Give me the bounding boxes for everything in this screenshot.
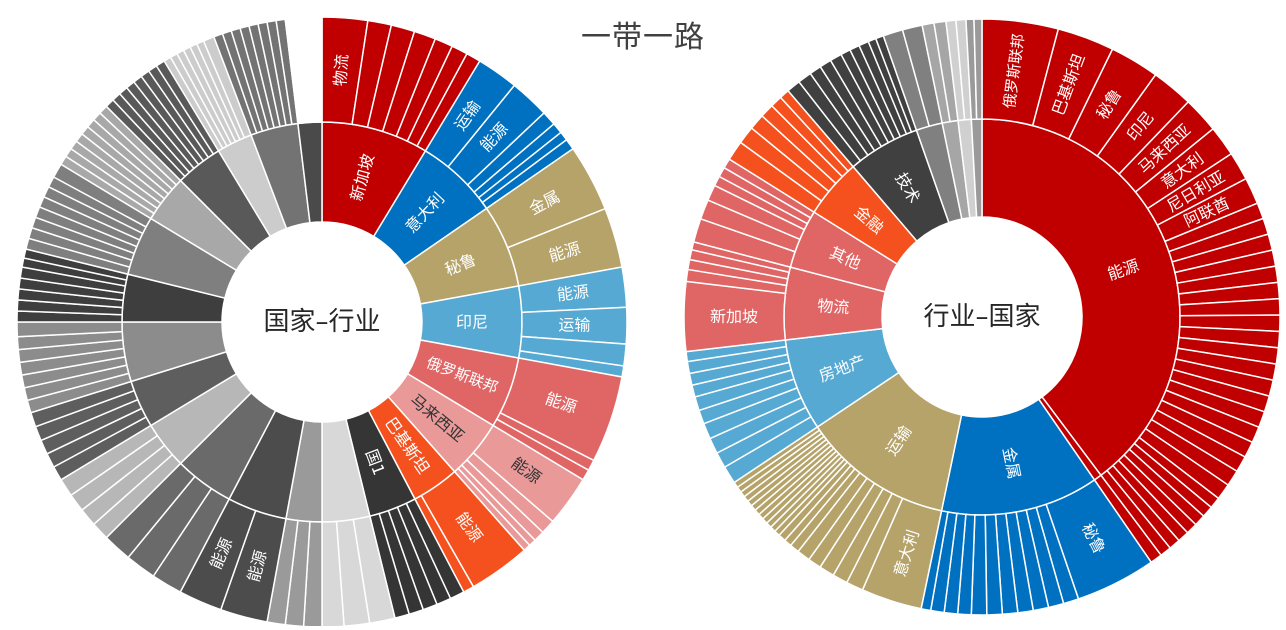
- outer-label: 新加坡: [710, 307, 758, 326]
- outer-segment[interactable]: [973, 18, 983, 120]
- outer-label: 运输: [558, 315, 590, 334]
- center-label: 行业–国家: [923, 302, 1040, 332]
- inner-label: 印尼: [456, 313, 488, 332]
- outer-segment[interactable]: [302, 16, 323, 124]
- chart-title: 一带一路: [581, 20, 705, 55]
- sunburst-2: [683, 18, 1281, 616]
- center-label: 国家–行业: [263, 307, 380, 337]
- outer-label: 能源: [556, 282, 590, 305]
- outer-label: 物流: [330, 54, 351, 87]
- sunburst-1: [16, 16, 628, 628]
- inner-label: 物流: [817, 296, 850, 317]
